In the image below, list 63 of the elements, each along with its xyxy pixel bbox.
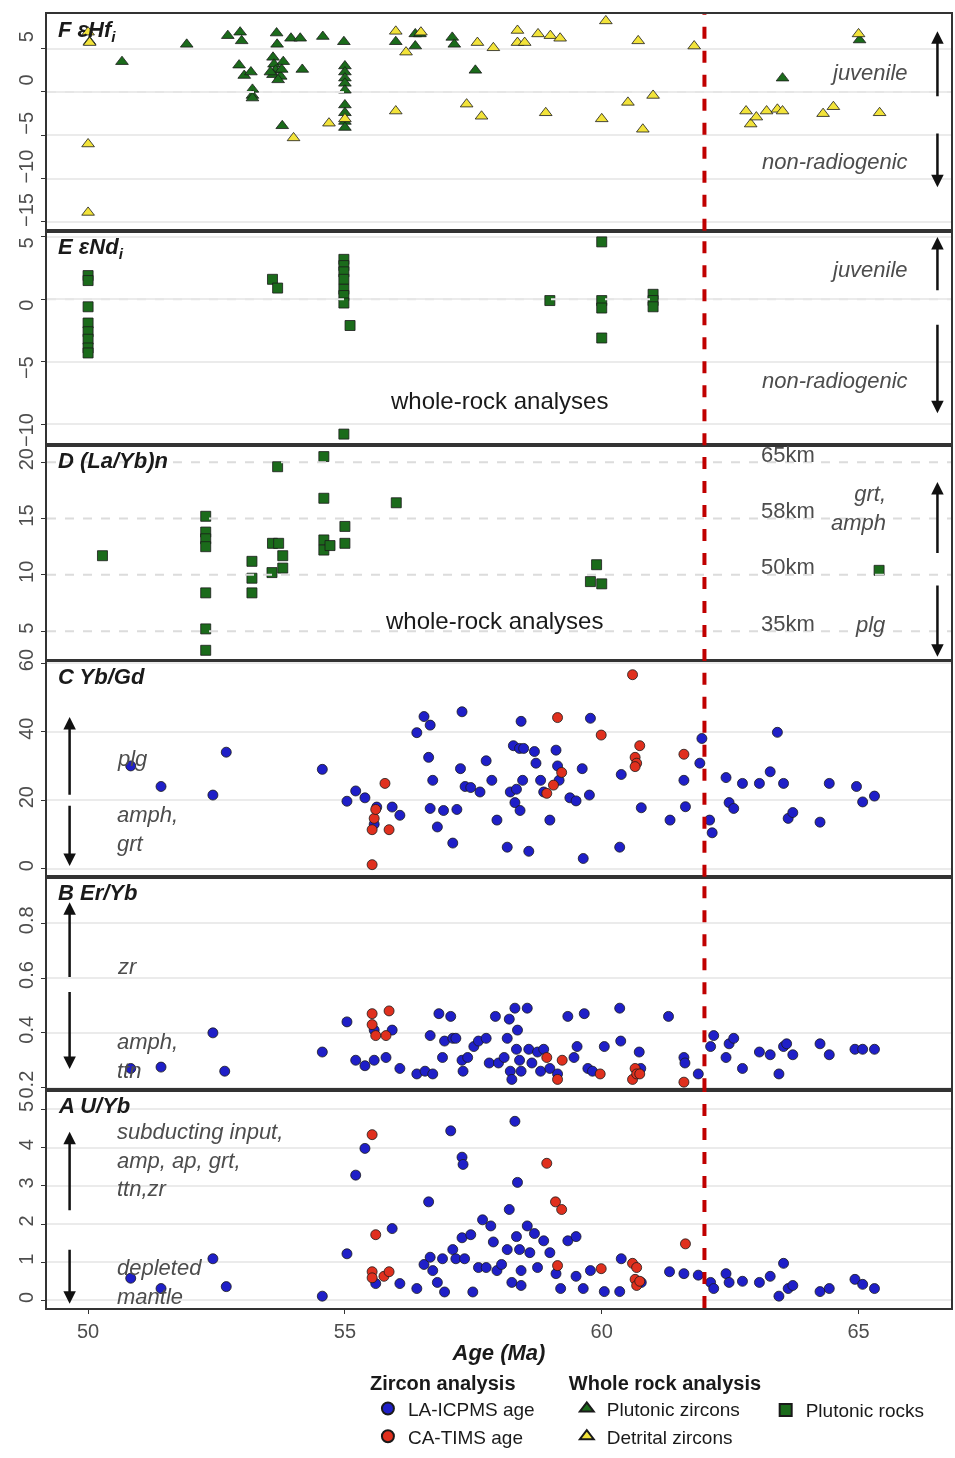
legend-label: LA-ICPMS age xyxy=(407,1398,535,1420)
annotation: subducting input, amp, ap, grt, ttn,zr xyxy=(117,1119,284,1202)
ref-line-label: 35km xyxy=(761,611,815,636)
y-tick-label: −10 xyxy=(15,413,38,448)
y-tick-label: 20 xyxy=(15,786,38,809)
ref-line-label: 65km xyxy=(761,442,815,467)
legend-title: Zircon analysis xyxy=(369,1371,516,1394)
y-tick-label: 20 xyxy=(15,448,38,471)
annotation: non-radiogenic xyxy=(762,149,908,174)
y-tick-label: 2 xyxy=(15,1215,38,1227)
legend-title: Whole rock analysis xyxy=(568,1371,762,1394)
y-tick-label: 1 xyxy=(15,1253,38,1265)
y-tick-label: 0 xyxy=(15,74,38,86)
annotation: plg xyxy=(117,746,149,771)
x-tick-label: 65 xyxy=(847,1319,870,1342)
annotation: grt, amph xyxy=(831,481,887,535)
legend-label: Plutonic zircons xyxy=(606,1398,740,1420)
y-tick-label: 0.6 xyxy=(15,961,38,989)
x-tick-label: 55 xyxy=(333,1319,357,1342)
y-tick-label: 0.2 xyxy=(15,1070,38,1099)
legend-label: Detrital zircons xyxy=(606,1426,733,1448)
annotation: amph, grt xyxy=(117,802,179,856)
chart-title: D (La/Yb)n xyxy=(58,448,168,473)
y-tick-label: −5 xyxy=(15,111,38,135)
y-tick-label: 5 xyxy=(15,31,38,43)
legend-label: Plutonic rocks xyxy=(805,1400,924,1422)
chart-title: C Yb/Gd xyxy=(58,664,145,689)
y-tick-label: −5 xyxy=(15,356,38,380)
y-tick-label: 15 xyxy=(15,504,38,527)
y-tick-label: 10 xyxy=(15,560,38,583)
annotation: plg xyxy=(855,612,887,637)
annotation: whole-rock analyses xyxy=(385,607,604,634)
y-tick-label: 0 xyxy=(15,299,38,311)
y-tick-label: 5 xyxy=(15,622,38,634)
x-axis-title: Age (Ma) xyxy=(451,1340,546,1366)
annotation: whole-rock analyses xyxy=(390,387,609,414)
annotation: non-radiogenic xyxy=(762,368,908,393)
annotation: juvenile xyxy=(830,60,908,85)
ref-line-label: 50km xyxy=(761,554,815,579)
y-tick-label: 3 xyxy=(15,1177,38,1189)
x-tick-label: 60 xyxy=(590,1319,613,1342)
chart-title: E εNd$_{i}$ xyxy=(58,234,124,262)
y-tick-label: 0.4 xyxy=(15,1015,38,1044)
y-tick-label: 5 xyxy=(15,1100,38,1113)
y-tick-label: 0 xyxy=(15,860,38,872)
y-tick-label: −15 xyxy=(15,193,38,227)
chart-title: A U/Yb xyxy=(58,1093,131,1118)
y-tick-label: 0 xyxy=(15,1291,38,1303)
x-tick-label: 50 xyxy=(76,1319,100,1342)
y-tick-label: 4 xyxy=(15,1139,38,1151)
annotation: amph, ttn xyxy=(117,1029,179,1083)
annotation: zr xyxy=(117,954,138,979)
legend-label: CA-TIMS age xyxy=(407,1426,524,1448)
y-tick-label: 5 xyxy=(15,237,38,249)
y-tick-label: 60 xyxy=(15,648,38,672)
chart-title: F εHf$_{i}$ xyxy=(58,17,117,45)
annotation: juvenile xyxy=(830,257,908,282)
y-tick-label: 40 xyxy=(15,717,38,740)
annotation: depleted mantle xyxy=(117,1255,203,1309)
chart-title: B Er/Yb xyxy=(58,880,138,905)
y-tick-label: 0.8 xyxy=(15,906,38,935)
y-tick-label: −10 xyxy=(15,149,38,184)
ref-line-label: 58km xyxy=(761,498,815,523)
